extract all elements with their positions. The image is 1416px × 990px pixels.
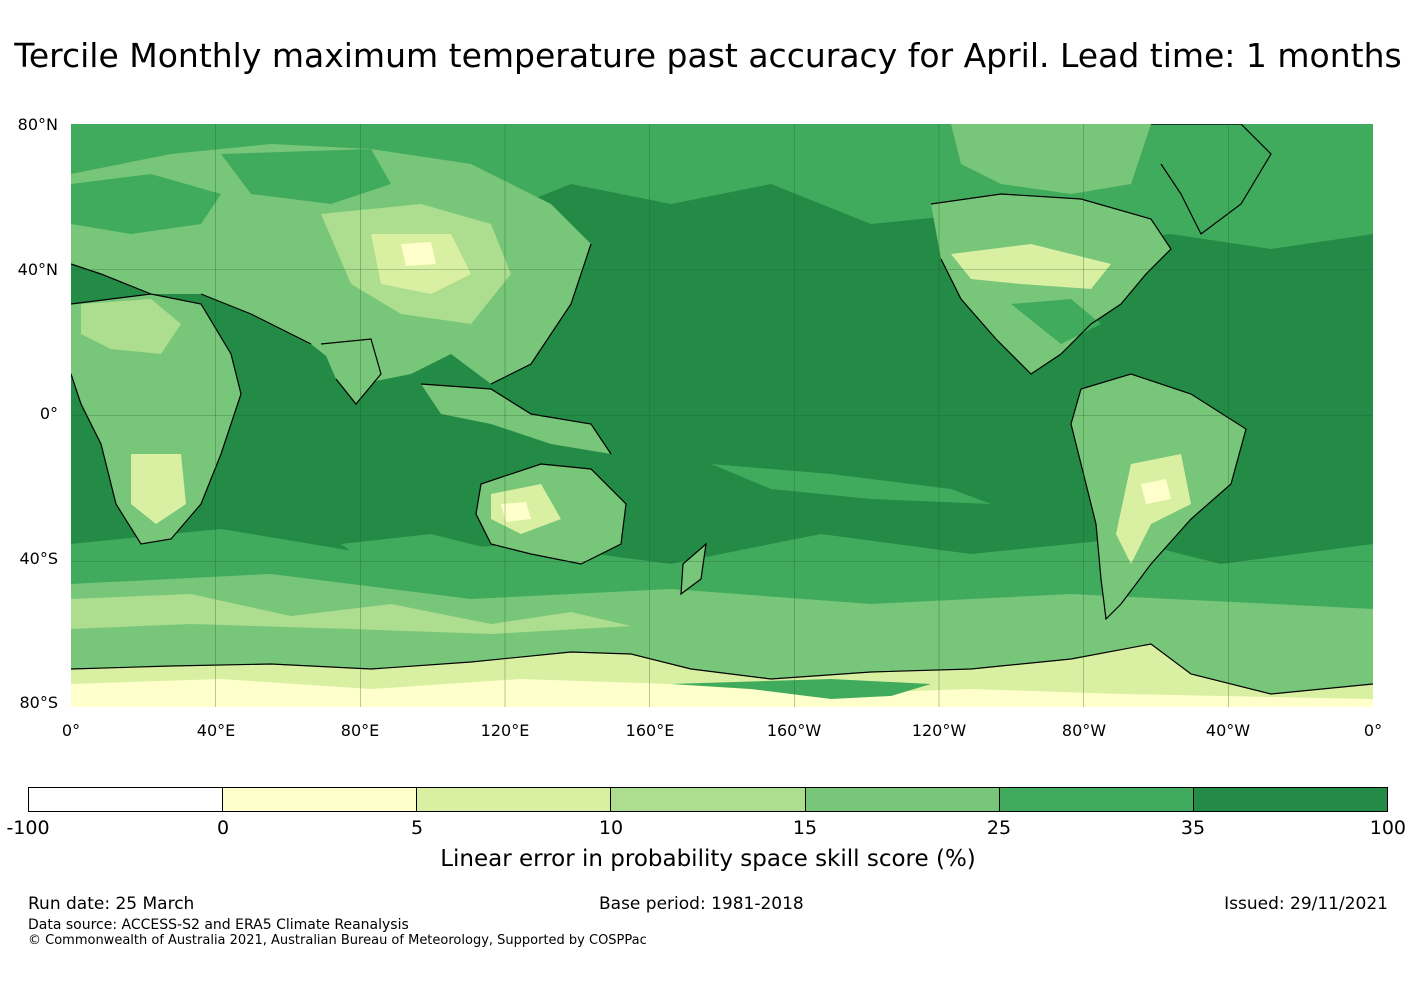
colorbar-segment — [29, 788, 224, 811]
coastlines — [71, 124, 1373, 695]
copyright: © Commonwealth of Australia 2021, Austra… — [28, 933, 647, 948]
africa — [71, 294, 241, 544]
siberia-dark — [221, 149, 391, 204]
africa-coast — [71, 293, 242, 545]
graticule — [71, 124, 1373, 707]
colorbar-tick: 35 — [1180, 817, 1206, 839]
tibet-lightest — [401, 242, 436, 266]
lon-label: 0° — [61, 721, 81, 740]
australia-coast — [475, 463, 627, 565]
maritime-coast — [420, 383, 612, 455]
skill-map — [71, 124, 1373, 707]
lat-label: 80°S — [19, 693, 58, 712]
colorbar-tick: 25 — [986, 817, 1012, 839]
antarctica-dark-patch — [671, 679, 931, 699]
colorbar-segment — [1193, 788, 1387, 811]
south-america-light — [1116, 454, 1191, 564]
greenland-coast — [1151, 124, 1272, 235]
north-america-coast — [930, 193, 1172, 375]
north-america-light — [951, 244, 1111, 289]
maritime-continent — [421, 384, 611, 454]
greenland — [1151, 124, 1271, 234]
run-date: Run date: 25 March — [28, 894, 195, 914]
antarctica-interior — [71, 679, 1373, 707]
new-zealand — [681, 544, 706, 594]
map-svg — [71, 124, 1373, 707]
base-period: Base period: 1981-2018 — [599, 894, 804, 914]
lat-label: 40°S — [19, 549, 58, 568]
australia-lightest — [501, 502, 531, 522]
colorbar-tick: 15 — [792, 817, 818, 839]
colorbar-tick: 100 — [1369, 817, 1406, 839]
indian-ocean-patch — [341, 534, 491, 564]
india — [321, 339, 381, 404]
lat-label: 80°N — [17, 115, 58, 134]
lat-label: 40°N — [17, 260, 58, 279]
lon-label: 40°E — [196, 721, 236, 740]
southern-ocean-patch — [71, 594, 631, 634]
lon-label: 160°W — [766, 721, 822, 740]
eurasia-coast — [71, 243, 592, 385]
colorbar-tick: -100 — [6, 817, 50, 839]
lon-label: 80°W — [1061, 721, 1107, 740]
colorbar-segment — [223, 788, 418, 811]
india-coast — [320, 338, 382, 405]
lon-label: 160°E — [625, 721, 675, 740]
south-pacific-band — [711, 464, 991, 504]
colorbar-segment — [611, 788, 806, 811]
antarctica-coast — [71, 643, 1373, 695]
new-zealand-coast — [680, 542, 707, 596]
europe-dark — [71, 174, 221, 234]
canadian-arctic — [951, 124, 1151, 194]
colorbar-segment — [805, 788, 1000, 811]
sahara — [81, 299, 181, 354]
colorbar-segment — [999, 788, 1194, 811]
data-source: Data source: ACCESS-S2 and ERA5 Climate … — [28, 917, 409, 933]
lon-label: 40°W — [1205, 721, 1251, 740]
colorbar-segment — [417, 788, 612, 811]
lat-label: 0° — [39, 404, 58, 423]
lon-label: 80°E — [340, 721, 380, 740]
north-america-dark — [1011, 299, 1101, 344]
africa-south-light — [131, 454, 186, 524]
colorbar — [28, 787, 1388, 812]
chart-title: Tercile Monthly maximum temperature past… — [14, 36, 1402, 75]
colorbar-tick: 0 — [216, 817, 230, 839]
lon-label: 120°W — [911, 721, 967, 740]
colorbar-label: Linear error in probability space skill … — [440, 846, 976, 872]
colorbar-tick: 10 — [598, 817, 624, 839]
south-america-lightest — [1141, 479, 1171, 504]
lon-label: 0° — [1363, 721, 1383, 740]
lon-label: 120°E — [480, 721, 530, 740]
issued-date: Issued: 29/11/2021 — [1224, 894, 1388, 914]
colorbar-tick: 5 — [410, 817, 424, 839]
